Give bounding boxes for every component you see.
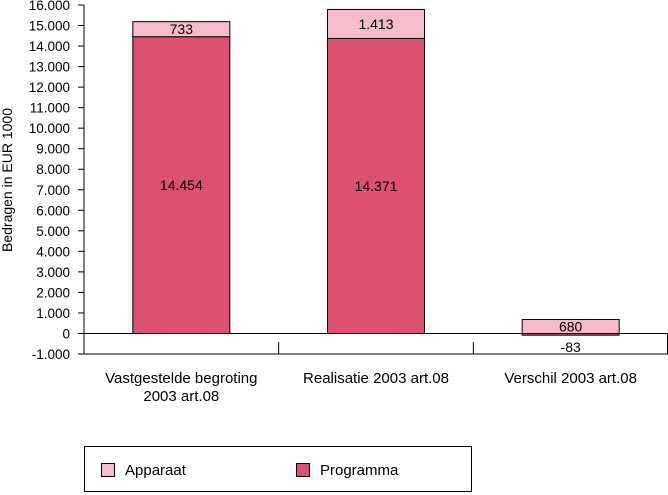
- legend: Apparaat Programma: [84, 446, 472, 492]
- y-tick-label: 10.000: [29, 121, 70, 136]
- x-category-label: Vastgestelde begroting: [105, 370, 257, 387]
- x-category-label: Verschil 2003 art.08: [504, 370, 637, 387]
- data-label-programma: -83: [561, 339, 581, 355]
- bar-apparaat: [132, 21, 231, 38]
- y-tick-label: 9.000: [36, 142, 70, 157]
- legend-item-programma: Programma: [296, 461, 398, 479]
- legend-swatch-apparaat: [101, 463, 115, 477]
- y-tick-label: 6.000: [36, 203, 70, 218]
- legend-item-apparaat: Apparaat: [101, 461, 186, 479]
- data-label-apparaat: 680: [559, 318, 583, 334]
- y-tick-label: 4.000: [36, 244, 70, 259]
- y-tick-label: 5.000: [36, 224, 70, 239]
- y-tick-label: 7.000: [36, 183, 70, 198]
- legend-label-apparaat: Apparaat: [125, 461, 186, 479]
- y-tick-label: 11.000: [30, 101, 70, 116]
- y-tick-label: 0: [62, 326, 70, 341]
- legend-label-programma: Programma: [320, 461, 399, 479]
- data-label-programma: 14.371: [355, 178, 398, 194]
- bar-labels: 733 14.454 1.413 14.371 680 -83: [160, 16, 583, 355]
- y-axis-ticks: -1.000 0 1.000 2.000 3.000 4.000 5.000 6.000 7.0…: [29, 0, 84, 362]
- y-axis-label: Bedragen in EUR 1000: [0, 108, 15, 252]
- x-category-label: Realisatie 2003 art.08: [303, 370, 449, 387]
- data-label-programma: 14.454: [160, 177, 203, 193]
- y-tick-label: -1.000: [32, 347, 70, 362]
- y-tick-label: 14.000: [29, 39, 70, 54]
- bars: [132, 8, 620, 336]
- y-tick-label: 8.000: [36, 162, 70, 177]
- bar-apparaat: [327, 8, 425, 39]
- y-tick-label: 16.000: [29, 0, 70, 13]
- y-tick-label: 3.000: [36, 265, 70, 280]
- y-tick-label: 1.000: [36, 306, 70, 321]
- bar-programma: [327, 37, 425, 334]
- y-tick-label: 15.000: [29, 19, 70, 34]
- data-label-apparaat: 1.413: [358, 16, 393, 32]
- chart: -1.000 0 1.000 2.000 3.000 4.000 5.000 6.000 7.0…: [0, 0, 668, 405]
- data-label-apparaat: 733: [170, 21, 194, 37]
- axes: [83, 5, 668, 355]
- x-category-label: 2003 art.08: [143, 388, 219, 405]
- y-tick-label: 2.000: [36, 285, 70, 300]
- y-tick-label: 13.000: [29, 60, 70, 75]
- y-tick-label: 12.000: [29, 80, 70, 95]
- legend-swatch-programma: [296, 463, 310, 477]
